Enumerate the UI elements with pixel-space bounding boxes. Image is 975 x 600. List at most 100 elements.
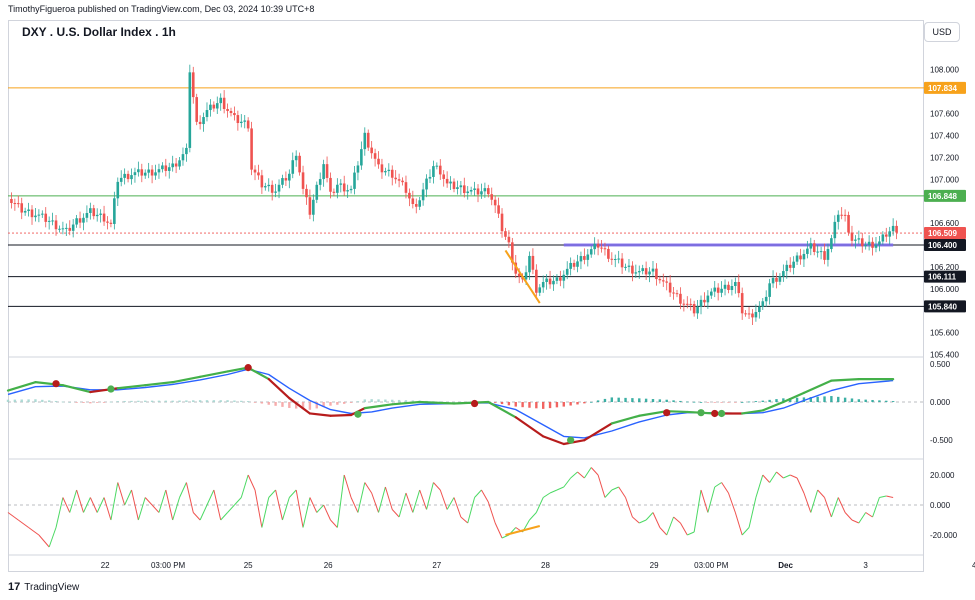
candle-body xyxy=(795,255,799,262)
price-axis-tick: 107.600 xyxy=(930,110,959,119)
macd-histogram-bar xyxy=(686,401,689,403)
oscillator-line xyxy=(343,474,352,498)
oscillator-line xyxy=(577,471,585,479)
candle-body xyxy=(555,277,559,281)
oscillator-line xyxy=(790,474,798,479)
macd-histogram-bar xyxy=(555,402,559,408)
macd-histogram-bar xyxy=(843,397,847,403)
oscillator-line xyxy=(247,474,256,491)
oscillator-line xyxy=(865,512,873,518)
macd-histogram-bar xyxy=(205,400,209,403)
candle-body xyxy=(857,238,861,240)
candle-body xyxy=(720,288,723,293)
macd-histogram-bar xyxy=(617,397,620,403)
oscillator-line xyxy=(240,474,249,498)
tradingview-logo[interactable]: 17 TradingView xyxy=(8,581,79,593)
oscillator-line xyxy=(762,474,770,483)
macd-line xyxy=(61,384,92,394)
oscillator-line xyxy=(542,492,551,498)
candle-body xyxy=(373,153,377,159)
oscillator-line xyxy=(879,495,887,498)
macd-histogram-bar xyxy=(219,400,222,403)
candle-body xyxy=(775,277,778,282)
macd-histogram-bar xyxy=(658,399,662,403)
candle-body xyxy=(819,251,823,253)
candle-body xyxy=(421,189,425,201)
candle-body xyxy=(274,191,277,193)
macd-histogram-bar xyxy=(514,402,517,407)
candle-body xyxy=(500,213,504,232)
oscillator-line xyxy=(384,486,393,510)
candle-body xyxy=(260,175,264,188)
oscillator-line xyxy=(645,512,654,521)
macd-cross-dot xyxy=(663,409,671,417)
candle-body xyxy=(723,284,727,289)
candle-body xyxy=(305,188,308,198)
oscillator-line xyxy=(625,497,633,518)
macd-line xyxy=(418,400,456,405)
macd-histogram-bar xyxy=(809,397,812,403)
candle-body xyxy=(329,177,332,192)
candle-body xyxy=(843,214,847,216)
candle-body xyxy=(884,234,888,237)
currency-button[interactable]: USD xyxy=(924,22,960,42)
candle-body xyxy=(487,188,490,195)
candle-body xyxy=(432,166,435,177)
candle-body xyxy=(209,104,212,111)
macd-histogram-bar xyxy=(212,400,216,403)
macd-histogram-bar xyxy=(109,401,113,403)
oscillator-line xyxy=(618,486,626,498)
candle-body xyxy=(418,200,421,207)
oscillator-line xyxy=(529,512,537,521)
candle-body xyxy=(336,184,339,193)
candle-body xyxy=(438,165,442,175)
macd-histogram-bar xyxy=(349,402,353,403)
price-axis-tick: 106.600 xyxy=(930,219,959,228)
tradingview-logo-icon: 17 xyxy=(8,581,21,593)
candle-body xyxy=(782,271,785,277)
candle-body xyxy=(589,249,593,255)
macd-histogram-bar xyxy=(47,400,51,403)
candle-body xyxy=(682,303,686,305)
oscillator-line xyxy=(679,522,688,536)
macd-histogram-bar xyxy=(610,397,614,403)
candle-body xyxy=(191,72,195,98)
candle-body xyxy=(30,209,34,218)
candle-body xyxy=(710,291,713,296)
price-axis-tick: 105.400 xyxy=(930,351,959,360)
candle-body xyxy=(435,165,439,167)
candle-body xyxy=(171,163,174,168)
candle-body xyxy=(288,173,291,181)
oscillator-line xyxy=(714,482,722,488)
candle-body xyxy=(476,188,480,195)
candle-body xyxy=(730,286,734,291)
macd-line xyxy=(267,377,291,400)
candle-body xyxy=(490,194,494,200)
price-axis-tick: 106.000 xyxy=(930,285,959,294)
macd-line xyxy=(247,366,270,381)
candle-body xyxy=(301,172,305,189)
macd-histogram-bar xyxy=(41,399,44,403)
macd-histogram-bar xyxy=(144,400,147,403)
macd-histogram-bar xyxy=(782,398,785,403)
candle-body xyxy=(631,265,634,274)
oscillator-line xyxy=(371,492,379,513)
candle-body xyxy=(689,303,693,305)
macd-histogram-bar xyxy=(699,402,703,403)
candle-body xyxy=(895,225,898,233)
candle-body xyxy=(205,110,209,118)
oscillator-line xyxy=(398,492,407,518)
macd-histogram-bar xyxy=(569,402,572,406)
candle-body xyxy=(370,147,373,154)
candle-body xyxy=(65,227,68,229)
candle-body xyxy=(325,164,329,178)
candle-body xyxy=(339,183,343,185)
candle-body xyxy=(161,165,164,170)
oscillator-line xyxy=(275,489,283,521)
macd-histogram-bar xyxy=(137,400,140,403)
macd-histogram-bar xyxy=(830,396,833,403)
macd-histogram-bar xyxy=(96,402,99,403)
candle-body xyxy=(387,169,391,172)
oscillator-line xyxy=(741,527,750,536)
